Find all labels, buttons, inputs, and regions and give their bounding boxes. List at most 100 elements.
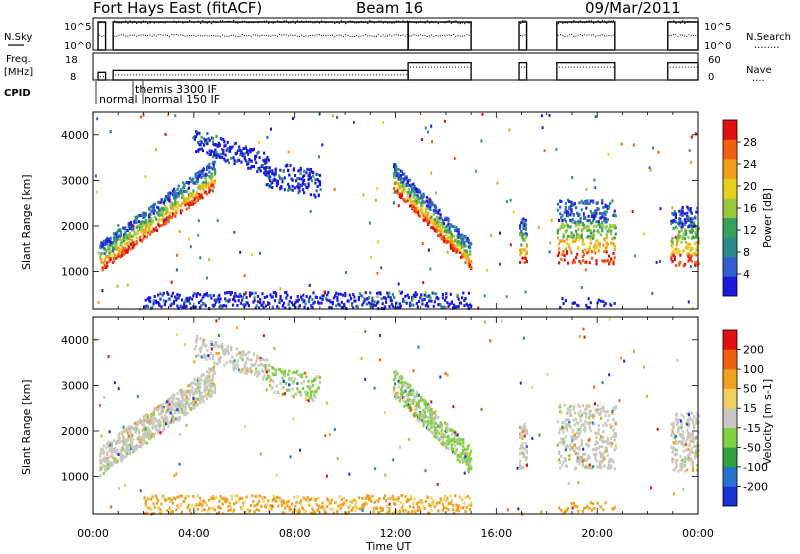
data-cell [679,221,682,225]
nsearch-point [588,34,590,36]
data-cell [569,404,572,408]
data-cell [558,452,561,455]
nave-point [133,74,135,76]
nsearch-point [301,34,303,36]
data-cell [415,200,418,204]
data-cell [192,195,195,199]
data-cell [136,437,139,441]
data-cell [146,220,150,224]
data-cell [580,199,583,203]
data-cell [181,196,184,200]
data-cell [261,358,265,362]
nsearch-point [136,35,138,37]
data-cell [291,371,294,375]
data-cell [585,465,588,469]
nsky-point [133,20,136,23]
data-cell [247,152,250,156]
data-cell [243,366,246,370]
data-cell [285,290,288,294]
data-cell [120,459,124,463]
nsky-point [175,22,177,24]
data-cell [129,434,133,438]
data-cell [205,173,209,177]
data-cell [196,130,199,134]
data-cell [239,351,242,355]
data-cell [174,196,177,200]
nsearch-point [608,34,610,36]
data-cell [435,191,437,195]
data-cell [122,454,125,458]
data-cell [585,187,588,191]
data-cell [570,413,573,417]
data-cell [461,245,464,249]
data-cell [378,291,381,295]
data-cell [413,184,416,188]
data-cell [298,390,301,394]
data-cell [107,444,110,448]
data-cell [232,156,235,160]
data-cell [587,466,590,470]
data-cell [159,403,162,407]
nsearch-point [199,35,201,37]
data-cell [467,444,470,448]
data-cell [603,210,606,214]
data-cell [376,295,379,299]
nsearch-point [270,35,272,37]
data-cell [431,411,434,415]
data-cell [145,435,148,439]
data-cell [212,353,215,357]
data-cell [580,441,583,445]
nsearch-point [400,34,402,36]
data-cell [575,418,578,421]
data-cell [287,169,290,173]
data-cell [196,176,200,180]
data-cell [303,178,306,182]
data-cell [573,433,576,437]
data-cell [280,299,283,303]
data-cell [206,132,209,136]
data-cell [176,391,179,395]
data-cell [380,297,383,301]
nsky-point [562,22,564,24]
data-cell [399,177,402,181]
data-cell [450,443,453,447]
data-cell [192,403,195,406]
data-cell [223,352,226,356]
data-cell [607,262,611,266]
data-cell [156,428,159,432]
data-cell [589,235,592,239]
data-cell [291,178,294,182]
colorbar-segment [723,159,737,179]
data-cell [186,299,189,303]
nave-point [567,66,569,68]
nsky-point [677,21,679,23]
nsearch-point [325,35,327,37]
data-cell [183,392,186,396]
data-cell [561,223,564,227]
data-cell [103,266,106,269]
data-cell [274,178,277,182]
data-cell [589,209,592,213]
data-cell [363,299,366,303]
power-colorbar-label: 20 [743,180,757,193]
nsky-point [593,22,595,24]
data-cell [520,221,523,225]
data-cell [131,444,134,448]
nsearch-point [397,34,399,36]
data-cell [694,261,697,265]
data-cell [424,406,427,410]
data-cell [135,216,138,220]
data-cell [264,304,267,308]
data-cell [162,299,165,303]
data-cell [103,239,106,243]
data-cell [193,292,196,296]
data-cell [433,411,436,414]
data-cell [433,435,436,439]
data-cell [264,364,267,368]
data-cell [279,168,282,172]
data-cell [417,199,421,203]
data-cell [558,431,561,435]
freq-marks [97,61,699,81]
data-cell [151,426,154,430]
data-cell [194,400,197,404]
